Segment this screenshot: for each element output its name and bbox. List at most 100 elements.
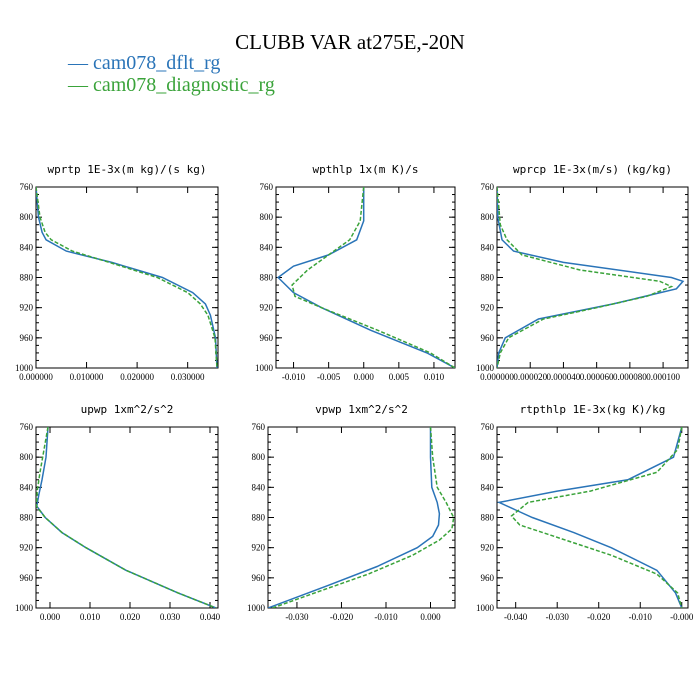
y-tick-label: 840 bbox=[20, 242, 34, 252]
y-tick-label: 880 bbox=[252, 513, 266, 523]
y-tick-label: 760 bbox=[20, 182, 34, 192]
x-tick-label: 0.000060 bbox=[580, 372, 614, 382]
x-tick-label: -0.010 bbox=[629, 612, 653, 622]
y-tick-label: 760 bbox=[260, 182, 274, 192]
y-tick-label: 800 bbox=[260, 212, 274, 222]
x-tick-label: 0.020 bbox=[120, 612, 141, 622]
series-line-diagnostic bbox=[510, 427, 683, 608]
y-tick-label: 1000 bbox=[15, 603, 34, 613]
plot-frame bbox=[275, 186, 456, 369]
y-tick-label: 800 bbox=[20, 212, 34, 222]
series-line-diagnostic bbox=[497, 187, 674, 368]
y-tick-label: 880 bbox=[260, 273, 274, 283]
panel-title: rtpthlp 1E-3x(kg K)/kg bbox=[520, 403, 666, 416]
legend-entry-diagnostic: — cam078_diagnostic_rg bbox=[68, 74, 275, 97]
y-tick-label: 960 bbox=[481, 333, 495, 343]
y-tick-label: 1000 bbox=[476, 363, 495, 373]
legend-line-dflt: — bbox=[68, 52, 93, 74]
panel-title: upwp 1xm^2/s^2 bbox=[81, 403, 174, 416]
y-tick-label: 960 bbox=[20, 333, 34, 343]
x-tick-label: 0.000 bbox=[420, 612, 441, 622]
series-line-diagnostic bbox=[272, 427, 455, 608]
x-tick-label: -0.020 bbox=[330, 612, 354, 622]
figure-title: CLUBB VAR at275E,-20N bbox=[235, 30, 465, 54]
series-line-diagnostic bbox=[36, 187, 218, 368]
x-tick-label: 0.005 bbox=[389, 372, 410, 382]
x-tick-label: -0.020 bbox=[587, 612, 611, 622]
plot-frame bbox=[35, 186, 219, 369]
series-line-dflt bbox=[276, 187, 455, 368]
y-tick-label: 760 bbox=[481, 422, 495, 432]
y-tick-label: 920 bbox=[252, 543, 266, 553]
plot-frame bbox=[267, 426, 456, 609]
x-tick-label: 0.000 bbox=[354, 372, 375, 382]
x-tick-label: 0.000100 bbox=[646, 372, 680, 382]
x-tick-label: 0.010000 bbox=[70, 372, 104, 382]
series-line-diagnostic bbox=[36, 427, 217, 608]
y-tick-label: 960 bbox=[481, 573, 495, 583]
series-line-dflt bbox=[36, 427, 217, 608]
x-tick-label: -0.005 bbox=[317, 372, 341, 382]
y-tick-label: 840 bbox=[20, 482, 34, 492]
plot-frame bbox=[35, 426, 219, 609]
panel-title: wprcp 1E-3x(m/s) (kg/kg) bbox=[513, 163, 672, 176]
y-tick-label: 920 bbox=[20, 303, 34, 313]
y-tick-label: 960 bbox=[20, 573, 34, 583]
plot-frame bbox=[496, 186, 689, 369]
legend-entry-dflt: — cam078_dflt_rg bbox=[68, 52, 220, 75]
x-tick-label: 0.000040 bbox=[547, 372, 581, 382]
legend-line-diagnostic: — bbox=[68, 74, 93, 96]
y-tick-label: 1000 bbox=[255, 363, 274, 373]
y-tick-label: 880 bbox=[20, 273, 34, 283]
x-tick-label: 0.000000 bbox=[480, 372, 514, 382]
y-tick-label: 1000 bbox=[476, 603, 495, 613]
x-tick-label: -0.030 bbox=[285, 612, 309, 622]
y-tick-label: 840 bbox=[481, 242, 495, 252]
y-tick-label: 1000 bbox=[15, 363, 34, 373]
y-tick-label: 920 bbox=[481, 303, 495, 313]
x-tick-label: 0.010 bbox=[80, 612, 101, 622]
y-tick-label: 960 bbox=[260, 333, 274, 343]
y-tick-label: 960 bbox=[252, 573, 266, 583]
legend-label-diagnostic: cam078_diagnostic_rg bbox=[93, 74, 275, 96]
x-tick-label: 0.000 bbox=[40, 612, 61, 622]
y-tick-label: 800 bbox=[481, 452, 495, 462]
y-tick-label: 760 bbox=[481, 182, 495, 192]
x-tick-label: 0.040 bbox=[200, 612, 221, 622]
series-line-dflt bbox=[497, 427, 683, 608]
series-line-dflt bbox=[497, 187, 685, 368]
y-tick-label: 920 bbox=[20, 543, 34, 553]
y-tick-label: 760 bbox=[252, 422, 266, 432]
x-tick-label: -0.010 bbox=[374, 612, 398, 622]
legend-label-dflt: cam078_dflt_rg bbox=[93, 52, 221, 74]
y-tick-label: 920 bbox=[260, 303, 274, 313]
plot-frame bbox=[496, 426, 689, 609]
panel-title: wprtp 1E-3x(m kg)/(s kg) bbox=[48, 163, 207, 176]
y-tick-label: 800 bbox=[252, 452, 266, 462]
x-tick-label: 0.000080 bbox=[613, 372, 647, 382]
y-tick-label: 840 bbox=[481, 482, 495, 492]
y-tick-label: 920 bbox=[481, 543, 495, 553]
x-tick-label: -0.000 bbox=[670, 612, 694, 622]
x-tick-label: -0.030 bbox=[546, 612, 570, 622]
x-tick-label: -0.040 bbox=[504, 612, 528, 622]
x-tick-label: 0.000020 bbox=[513, 372, 547, 382]
y-tick-label: 840 bbox=[252, 482, 266, 492]
y-tick-label: 760 bbox=[20, 422, 34, 432]
x-tick-label: -0.010 bbox=[282, 372, 306, 382]
y-tick-label: 800 bbox=[481, 212, 495, 222]
x-tick-label: 0.030000 bbox=[171, 372, 205, 382]
y-tick-label: 880 bbox=[20, 513, 34, 523]
y-tick-label: 840 bbox=[260, 242, 274, 252]
x-tick-label: 0.020000 bbox=[120, 372, 154, 382]
y-tick-label: 800 bbox=[20, 452, 34, 462]
series-line-dflt bbox=[268, 427, 441, 608]
x-tick-label: 0.030 bbox=[160, 612, 181, 622]
y-tick-label: 880 bbox=[481, 513, 495, 523]
series-line-diagnostic bbox=[291, 187, 455, 368]
y-tick-label: 880 bbox=[481, 273, 495, 283]
x-tick-label: 0.000000 bbox=[19, 372, 53, 382]
x-tick-label: 0.010 bbox=[424, 372, 445, 382]
panel-title: vpwp 1xm^2/s^2 bbox=[315, 403, 408, 416]
